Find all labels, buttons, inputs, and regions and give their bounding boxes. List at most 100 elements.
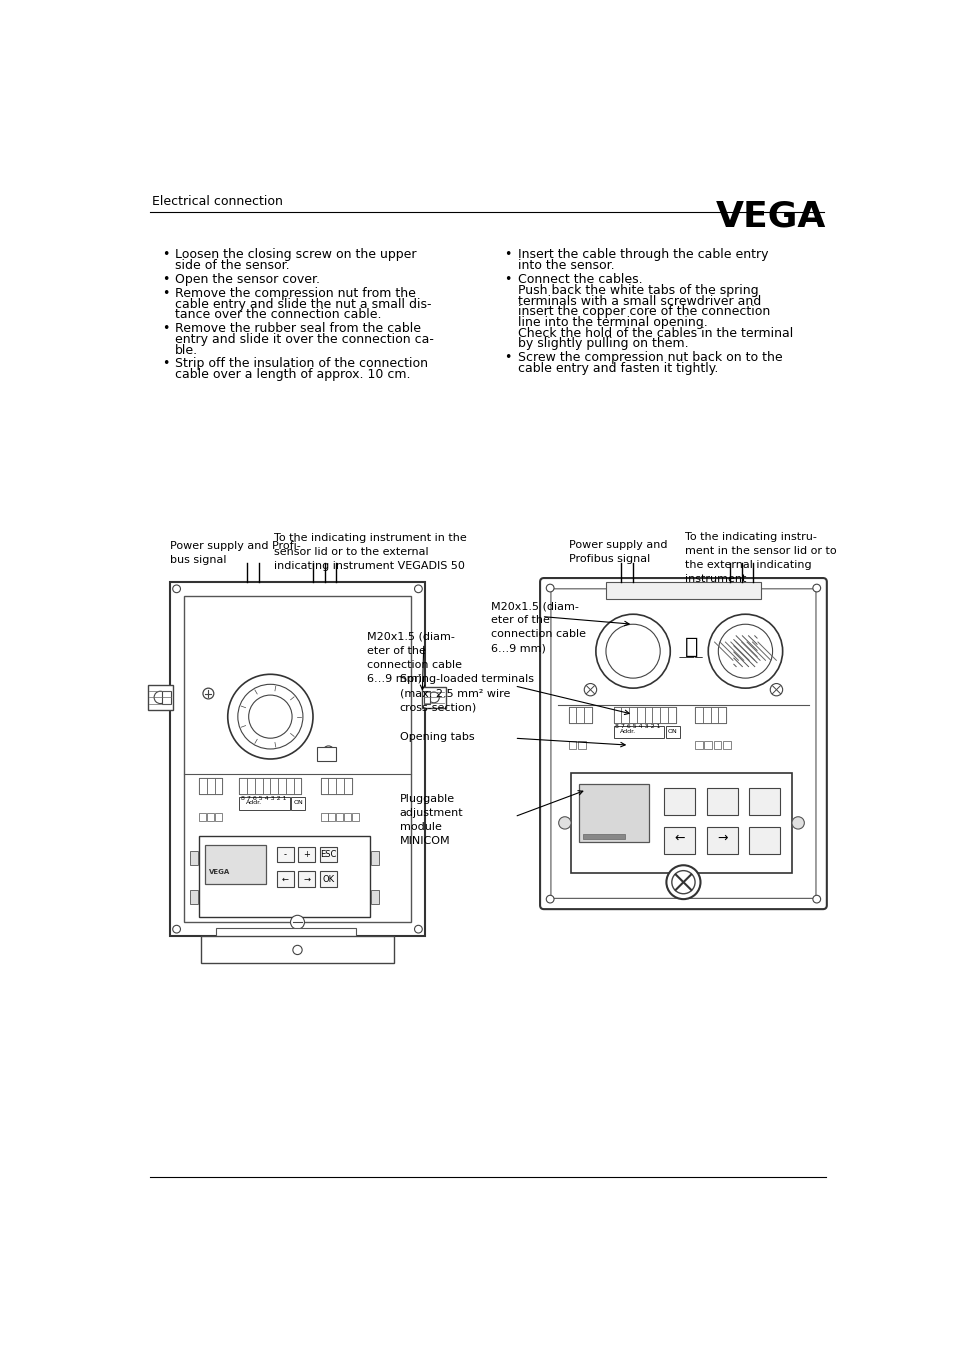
Bar (748, 788, 780, 815)
Text: ———: ——— (678, 653, 703, 662)
Bar (568, 741, 576, 749)
Bar (613, 726, 663, 738)
Text: cable entry and slide the nut a small dis-: cable entry and slide the nut a small di… (174, 297, 431, 311)
Text: ←: ← (281, 875, 289, 884)
Text: side of the sensor.: side of the sensor. (174, 260, 290, 272)
Text: VEGA: VEGA (715, 199, 825, 233)
Circle shape (237, 684, 303, 749)
Bar (214, 779, 222, 794)
Bar (652, 707, 659, 723)
Bar (613, 707, 675, 723)
Text: Screw the compression nut back on to the: Screw the compression nut back on to the (517, 352, 781, 364)
Bar (270, 779, 278, 794)
Circle shape (812, 895, 820, 903)
Text: •: • (162, 249, 169, 261)
Circle shape (203, 688, 213, 699)
Bar (613, 707, 620, 723)
Circle shape (415, 925, 422, 933)
Text: To the indicating instru-
ment in the sensor lid or to
the external indicating
i: To the indicating instru- ment in the se… (684, 531, 836, 584)
Circle shape (605, 625, 659, 679)
Circle shape (718, 625, 772, 679)
Text: 8 7 6 5 4 3 2 1: 8 7 6 5 4 3 2 1 (241, 796, 286, 800)
Bar (702, 707, 710, 723)
Circle shape (546, 584, 554, 592)
Bar (371, 852, 378, 865)
Text: ble.: ble. (174, 343, 198, 357)
Bar (199, 779, 222, 794)
Text: entry and slide it over the connection ca-: entry and slide it over the connection c… (174, 333, 434, 346)
Text: M20x1.5 (diam-
eter of the
connection cable
6…9 mm): M20x1.5 (diam- eter of the connection ca… (367, 631, 462, 684)
Bar (239, 798, 290, 810)
Bar (644, 707, 652, 723)
Circle shape (707, 614, 781, 688)
Text: 8 7 6 5 4 3 2 1: 8 7 6 5 4 3 2 1 (615, 725, 660, 729)
Text: into the sensor.: into the sensor. (517, 260, 614, 272)
Bar (706, 827, 737, 853)
Text: •: • (162, 287, 169, 300)
Bar (298, 872, 315, 887)
Text: line into the terminal opening.: line into the terminal opening. (517, 316, 706, 329)
Circle shape (428, 692, 439, 703)
Circle shape (791, 817, 803, 829)
Text: Electrical connection: Electrical connection (152, 195, 282, 208)
Bar (371, 890, 378, 903)
Bar (663, 788, 695, 815)
Bar (183, 596, 411, 922)
Bar (162, 691, 171, 703)
Text: by slightly pulling on them.: by slightly pulling on them. (517, 338, 687, 350)
Bar (294, 779, 301, 794)
Bar (568, 707, 592, 723)
Bar (319, 846, 336, 863)
Text: ON: ON (294, 800, 303, 806)
Text: Power supply and
Profibus signal: Power supply and Profibus signal (568, 539, 666, 564)
Bar (713, 741, 720, 749)
Text: Pluggable
adjustment
module
MINICOM: Pluggable adjustment module MINICOM (399, 794, 463, 845)
Bar (199, 836, 369, 917)
Text: Connect the cables.: Connect the cables. (517, 273, 641, 287)
Bar (344, 813, 351, 821)
Bar (205, 845, 266, 884)
Bar (148, 685, 172, 710)
Text: •: • (162, 273, 169, 287)
Bar (247, 779, 254, 794)
Bar (319, 872, 336, 887)
Bar (344, 779, 352, 794)
Bar (190, 852, 197, 865)
Circle shape (172, 925, 180, 933)
Bar (423, 691, 430, 703)
Text: ESC: ESC (320, 850, 336, 859)
Bar (637, 707, 644, 723)
Text: •: • (162, 357, 169, 370)
Text: Strip off the insulation of the connection: Strip off the insulation of the connecti… (174, 357, 428, 370)
Bar (335, 779, 344, 794)
Bar (286, 779, 294, 794)
Bar (718, 707, 725, 723)
Circle shape (769, 684, 781, 696)
Bar (190, 890, 197, 903)
Text: Power supply and Profi-
bus signal: Power supply and Profi- bus signal (170, 541, 300, 565)
Bar (695, 741, 702, 749)
Text: ON: ON (666, 729, 677, 734)
Bar (214, 813, 221, 821)
Bar (328, 813, 335, 821)
Text: insert the copper core of the connection: insert the copper core of the connection (517, 306, 769, 318)
Text: Loosen the closing screw on the upper: Loosen the closing screw on the upper (174, 249, 416, 261)
Text: OK: OK (322, 875, 335, 884)
Text: -: - (283, 850, 286, 859)
Text: M20x1.5 (diam-
eter of the
connection cable
6…9 mm): M20x1.5 (diam- eter of the connection ca… (491, 602, 586, 653)
Bar (316, 748, 335, 761)
Text: Check the hold of the cables in the terminal: Check the hold of the cables in the term… (517, 327, 792, 339)
Circle shape (154, 691, 167, 703)
FancyBboxPatch shape (539, 579, 826, 909)
Bar (703, 741, 711, 749)
Text: ⏚: ⏚ (684, 637, 698, 657)
Circle shape (293, 945, 302, 955)
Text: •: • (504, 352, 511, 364)
Text: Push back the white tabs of the spring: Push back the white tabs of the spring (517, 284, 758, 297)
Circle shape (666, 865, 700, 899)
Bar (239, 779, 301, 794)
Bar (695, 707, 702, 723)
Text: VEGA: VEGA (209, 869, 231, 876)
Bar (254, 779, 262, 794)
Text: •: • (504, 249, 511, 261)
